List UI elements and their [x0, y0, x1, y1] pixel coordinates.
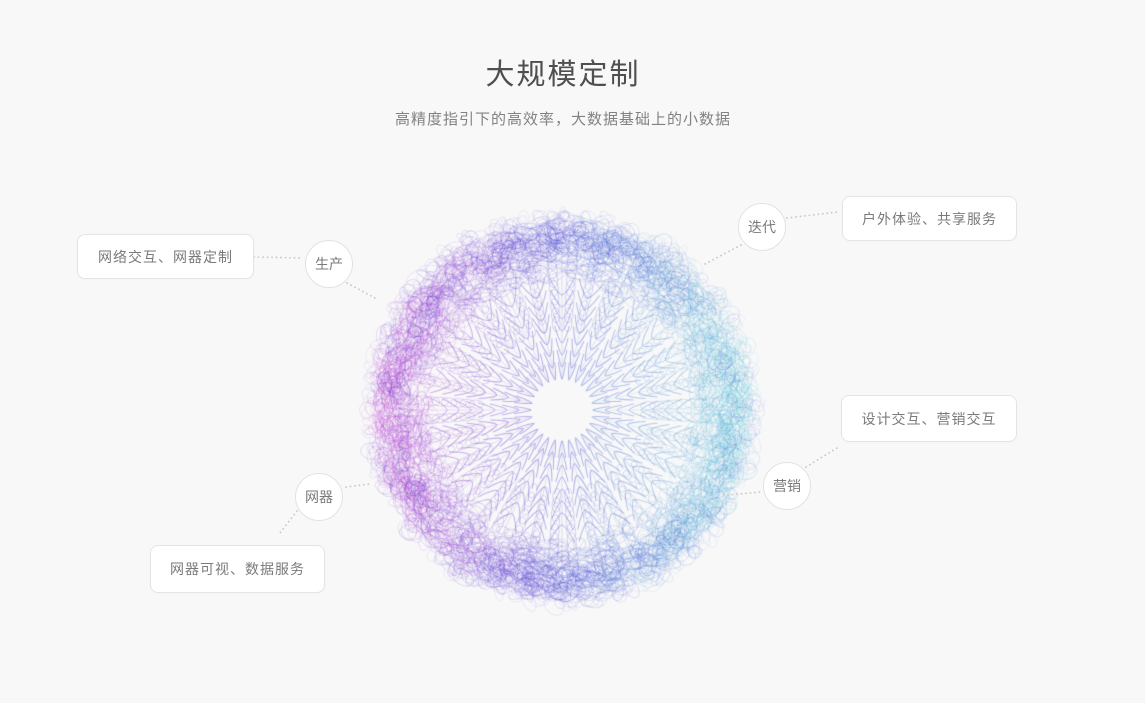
connector-dotted-line — [279, 510, 298, 534]
header: 大规模定制 高精度指引下的高效率，大数据基础上的小数据 — [0, 58, 1126, 129]
diagram-box-label: 网络交互、网器定制 — [98, 248, 233, 265]
diagram-box-label: 设计交互、营销交互 — [861, 410, 997, 427]
sphere-graphic — [342, 190, 782, 630]
diagram-circle-label: 迭代 — [748, 219, 776, 235]
diagram-circle-device: 网器 — [295, 473, 343, 521]
diagram-box-label: 户外体验、共享服务 — [862, 210, 997, 227]
diagram-circle-marketing: 营销 — [763, 462, 811, 510]
connector-dotted-line — [253, 256, 304, 259]
diagram-box-label: 网器可视、数据服务 — [170, 561, 305, 577]
diagram-circle-iteration: 迭代 — [738, 203, 786, 251]
diagram-box-design-interaction: 设计交互、营销交互 — [841, 395, 1017, 442]
diagram-box-network-interaction: 网络交互、网器定制 — [77, 234, 254, 279]
diagram-circle-production: 生产 — [305, 240, 353, 288]
diagram-box-device-data-service: 网器可视、数据服务 — [150, 545, 325, 593]
page-subtitle: 高精度指引下的高效率，大数据基础上的小数据 — [394, 111, 731, 128]
connector-dotted-line — [805, 447, 838, 468]
diagram-circle-label: 营销 — [773, 478, 801, 494]
page-title: 大规模定制 — [485, 59, 641, 91]
connector-dotted-line — [786, 211, 839, 219]
diagram-circle-label: 网器 — [305, 489, 333, 505]
diagram-box-outdoor-experience: 户外体验、共享服务 — [842, 196, 1017, 241]
diagram-circle-label: 生产 — [315, 256, 343, 272]
